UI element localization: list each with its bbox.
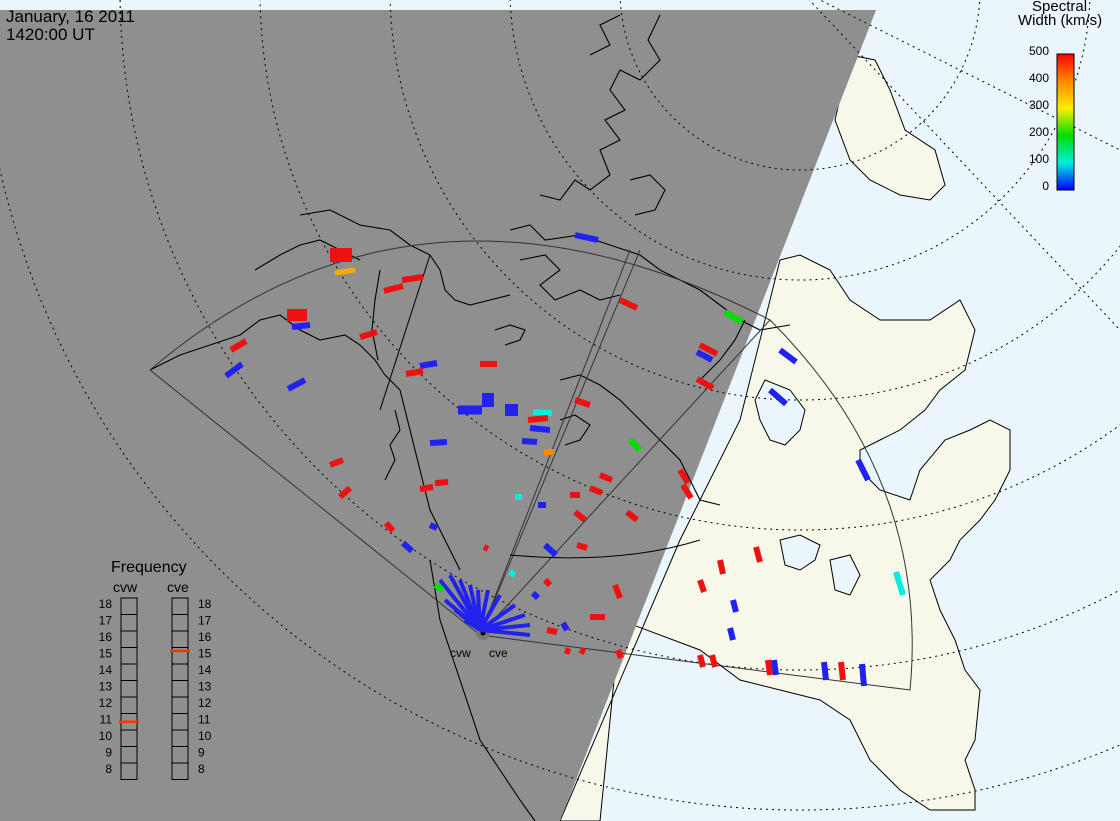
- freq-tick-cvw: 10: [99, 729, 113, 743]
- freq-tick-cve: 10: [198, 729, 212, 743]
- day-coastlines: [754, 379, 861, 596]
- echo-cells: [224, 232, 906, 687]
- radar-fov: [149, 240, 913, 691]
- freq-tick-cve: 17: [198, 614, 212, 628]
- colorbar-tick: 0: [1042, 179, 1049, 193]
- colorbar-tick: 200: [1029, 125, 1049, 139]
- night-coastlines: [149, 14, 791, 821]
- freq-tick-cve: 16: [198, 630, 212, 644]
- freq-tick-cvw: 17: [99, 614, 113, 628]
- freq-tick-cvw: 11: [100, 713, 113, 727]
- radar-label-cve: cve: [489, 646, 508, 660]
- freq-tick-cvw: 18: [99, 597, 113, 611]
- freq-tick-cve: 14: [198, 663, 212, 677]
- night-side: [0, 10, 876, 821]
- freq-tick-cve: 13: [198, 680, 212, 694]
- date-label: January, 16 2011: [6, 7, 135, 26]
- time-label: 1420:00 UT: [6, 25, 95, 44]
- colorbar: 500 400 300 200 100 0: [1029, 44, 1075, 193]
- freq-tick-cvw: 8: [105, 762, 112, 776]
- freq-tick-cve: 12: [198, 696, 212, 710]
- freq-tick-cve: 18: [198, 597, 212, 611]
- colorbar-tick: 100: [1029, 152, 1049, 166]
- freq-tick-cve: 15: [198, 647, 212, 661]
- freq-tick-cvw: 14: [99, 663, 113, 677]
- near-range-scatter: [438, 574, 531, 637]
- colorbar-title-line1: Spectral: [1032, 0, 1088, 15]
- freq-tick-cve: 9: [198, 746, 205, 760]
- colorbar-tick: 500: [1029, 44, 1049, 58]
- freq-tick-cve: 8: [198, 762, 205, 776]
- freq-scale-cve: 18 17 16 15 14 13 12 11 10 9 8: [170, 597, 212, 780]
- day-landmass: [559, 54, 1011, 821]
- freq-box: [171, 762, 189, 780]
- freq-tick-cvw: 13: [99, 680, 113, 694]
- colorbar-tick: 400: [1029, 71, 1049, 85]
- freq-label-cvw: cvw: [113, 579, 138, 595]
- radar-label-cvw: cvw: [450, 646, 471, 660]
- colorbar-title-line2: Width (km/s): [1018, 12, 1103, 29]
- freq-box: [120, 762, 138, 780]
- freq-tick-cvw: 9: [105, 746, 112, 760]
- freq-scale-cvw: 18 17 16 15 14 13 12 11 10 9 8: [99, 597, 139, 780]
- freq-tick-cvw: 16: [99, 630, 113, 644]
- freq-tick-cve: 11: [198, 713, 211, 727]
- frequency-title: Frequency: [111, 559, 187, 576]
- freq-tick-cvw: 12: [99, 696, 113, 710]
- colorbar-scale: [1056, 53, 1075, 191]
- colorbar-tick: 300: [1029, 98, 1049, 112]
- freq-tick-cvw: 15: [99, 647, 113, 661]
- freq-label-cve: cve: [167, 579, 189, 595]
